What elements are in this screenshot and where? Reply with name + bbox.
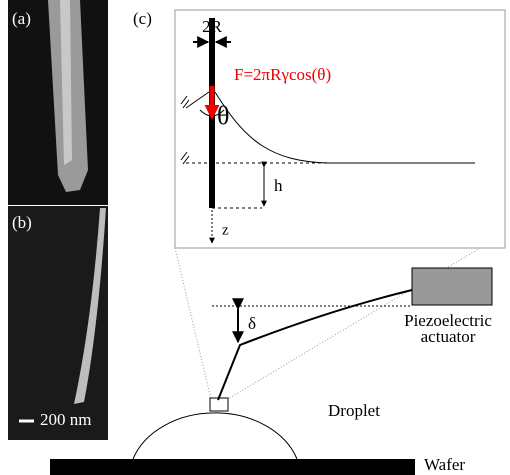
pillar-highlight (60, 0, 72, 165)
width-label: 2R (202, 17, 223, 36)
wafer (50, 459, 415, 475)
panel-label: (a) (12, 9, 31, 28)
zoom-box (209, 397, 229, 412)
scale-label: 200 nm (40, 410, 91, 429)
actuator (411, 267, 493, 306)
zoom-line (174, 247, 212, 400)
meniscus-left (185, 91, 210, 109)
wafer-label: Wafer (424, 455, 465, 474)
angle-label: θ (217, 101, 229, 130)
actuator-label: Piezoelectric (404, 311, 492, 330)
panel-label: (b) (12, 213, 32, 232)
z-label: z (222, 222, 229, 238)
height-label: h (274, 176, 283, 195)
deflection-label: δ (248, 314, 256, 333)
cantilever (217, 289, 413, 401)
panel-label: (c) (133, 9, 152, 28)
needle (74, 208, 106, 404)
force-label: F=2πRγcos(θ) (234, 65, 331, 84)
hatch (180, 95, 190, 165)
meniscus (214, 91, 475, 164)
droplet (132, 412, 298, 460)
actuator-label: actuator (421, 327, 476, 346)
droplet-label: Droplet (328, 401, 380, 420)
